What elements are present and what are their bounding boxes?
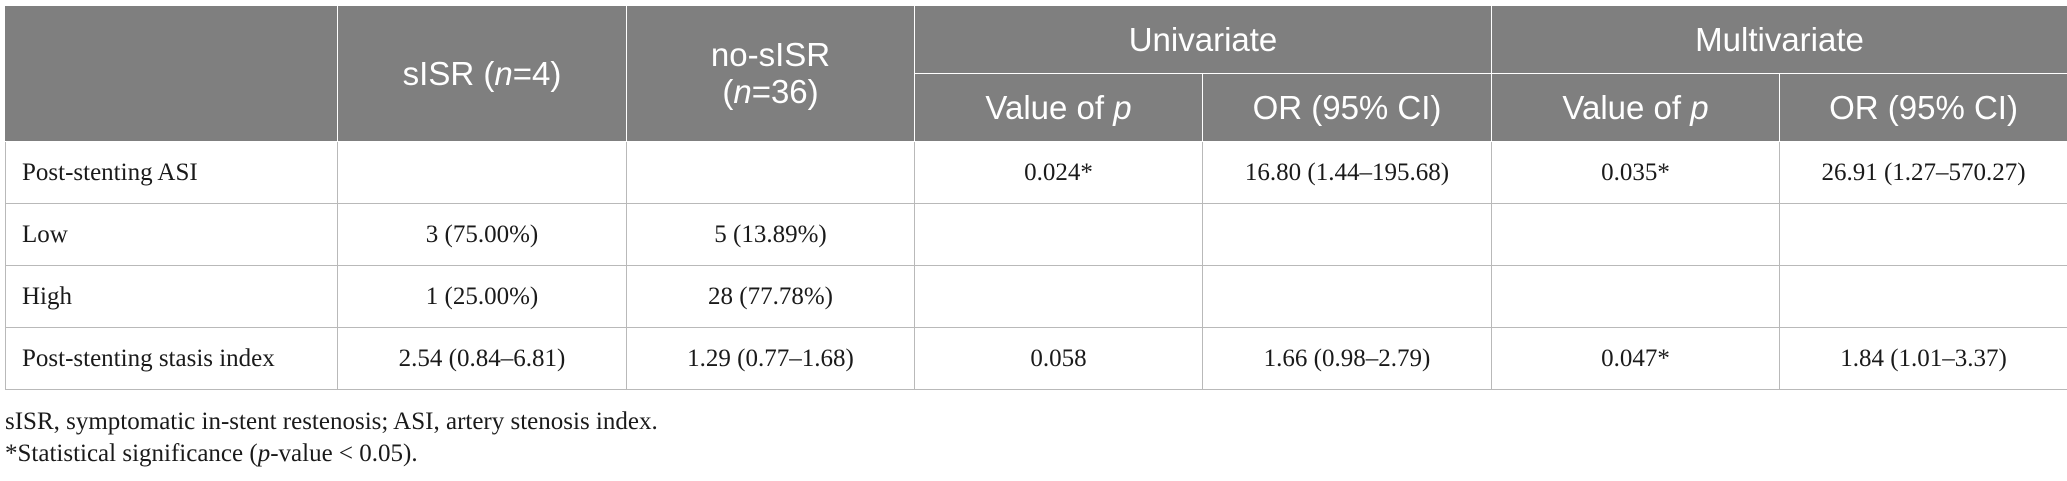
table-row: High 1 (25.00%) 28 (77.78%) — [5, 265, 2067, 328]
cell-uni-or: 1.66 (0.98–2.79) — [1201, 327, 1493, 390]
cell-sisr — [337, 141, 627, 204]
table-body: Post-stenting ASI 0.024* 16.80 (1.44–195… — [5, 141, 2067, 390]
results-table: sISR (n=4) no-sISR (n=36) Univariate Mult… — [5, 5, 2067, 390]
cell-multi-p — [1491, 265, 1781, 328]
row-label: Post-stenting ASI — [5, 141, 338, 204]
cell-multi-or: 1.84 (1.01–3.37) — [1779, 327, 2067, 390]
row-label: High — [5, 265, 338, 328]
header-multi-or: OR (95% CI) — [1779, 73, 2067, 142]
cell-sisr: 3 (75.00%) — [337, 203, 627, 266]
cell-uni-p: 0.058 — [914, 327, 1203, 390]
header-multivariate: Multivariate — [1491, 5, 2067, 74]
cell-multi-or — [1779, 203, 2067, 266]
header-uni-or: OR (95% CI) — [1201, 73, 1493, 142]
header-blank-cell — [5, 5, 338, 142]
cell-uni-or — [1201, 203, 1493, 266]
cell-multi-or — [1779, 265, 2067, 328]
header-no-sisr: no-sISR (n=36) — [626, 5, 915, 142]
cell-no-sisr: 28 (77.78%) — [626, 265, 915, 328]
cell-uni-p — [914, 265, 1203, 328]
header-sisr: sISR (n=4) — [337, 5, 627, 142]
cell-sisr: 2.54 (0.84–6.81) — [337, 327, 627, 390]
table-header: sISR (n=4) no-sISR (n=36) Univariate Mult… — [5, 5, 2067, 142]
table-row: Post-stenting stasis index 2.54 (0.84–6.… — [5, 327, 2067, 390]
cell-multi-or: 26.91 (1.27–570.27) — [1779, 141, 2067, 204]
cell-no-sisr — [626, 141, 915, 204]
footnote-abbreviations: sISR, symptomatic in-stent restenosis; A… — [5, 408, 658, 435]
table-row: Low 3 (75.00%) 5 (13.89%) — [5, 203, 2067, 266]
cell-uni-or — [1201, 265, 1493, 328]
header-univariate: Univariate — [913, 5, 1493, 74]
header-multi-p: Value of p — [1491, 73, 1781, 142]
cell-multi-p — [1491, 203, 1781, 266]
cell-sisr: 1 (25.00%) — [337, 265, 627, 328]
footnote-significance: *Statistical significance (p-value < 0.0… — [5, 440, 418, 467]
table-footnotes: sISR, symptomatic in-stent restenosis; A… — [5, 406, 658, 470]
cell-no-sisr: 5 (13.89%) — [626, 203, 915, 266]
cell-uni-p: 0.024* — [914, 141, 1203, 204]
row-label: Post-stenting stasis index — [5, 327, 338, 390]
row-label: Low — [5, 203, 338, 266]
cell-no-sisr: 1.29 (0.77–1.68) — [626, 327, 915, 390]
cell-uni-p — [914, 203, 1203, 266]
cell-multi-p: 0.047* — [1491, 327, 1781, 390]
cell-multi-p: 0.035* — [1491, 141, 1781, 204]
cell-uni-or: 16.80 (1.44–195.68) — [1201, 141, 1493, 204]
header-uni-p: Value of p — [914, 73, 1203, 142]
table-row: Post-stenting ASI 0.024* 16.80 (1.44–195… — [5, 141, 2067, 204]
